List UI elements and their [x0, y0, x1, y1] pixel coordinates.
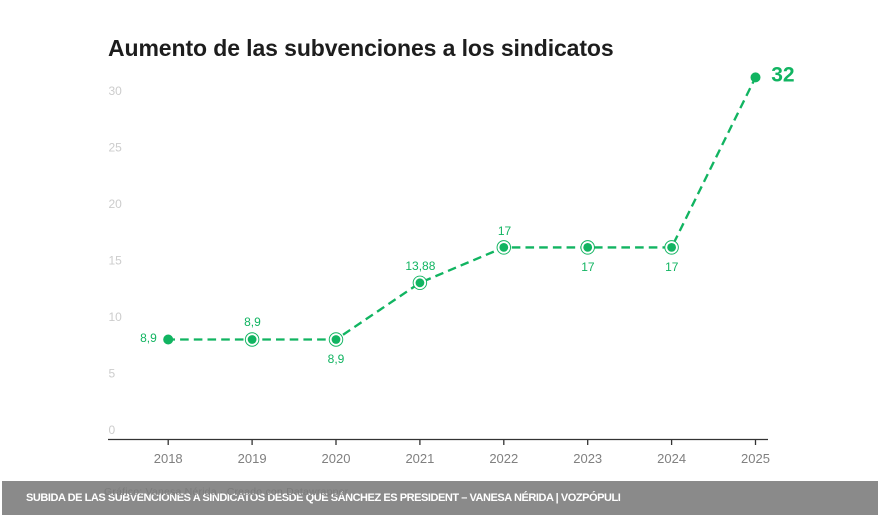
- svg-text:17: 17: [498, 224, 512, 238]
- svg-text:13,88: 13,88: [405, 259, 435, 273]
- svg-text:15: 15: [109, 253, 123, 267]
- svg-text:2021: 2021: [405, 451, 434, 466]
- svg-text:17: 17: [581, 260, 595, 274]
- svg-text:2025: 2025: [741, 451, 770, 466]
- svg-text:2022: 2022: [489, 451, 518, 466]
- svg-text:32: 32: [771, 64, 794, 87]
- svg-text:8,9: 8,9: [328, 352, 345, 366]
- svg-text:5: 5: [109, 366, 116, 380]
- svg-text:17: 17: [665, 260, 679, 274]
- svg-text:8,9: 8,9: [244, 315, 261, 329]
- svg-text:2018: 2018: [154, 451, 183, 466]
- svg-text:2020: 2020: [322, 451, 351, 466]
- svg-text:2023: 2023: [573, 451, 602, 466]
- svg-text:20: 20: [109, 197, 123, 211]
- svg-text:8,9: 8,9: [140, 331, 157, 345]
- svg-text:2024: 2024: [657, 451, 686, 466]
- svg-text:10: 10: [109, 310, 123, 324]
- svg-text:30: 30: [109, 84, 123, 98]
- svg-text:25: 25: [109, 140, 123, 154]
- svg-text:0: 0: [109, 423, 116, 437]
- svg-text:2019: 2019: [238, 451, 267, 466]
